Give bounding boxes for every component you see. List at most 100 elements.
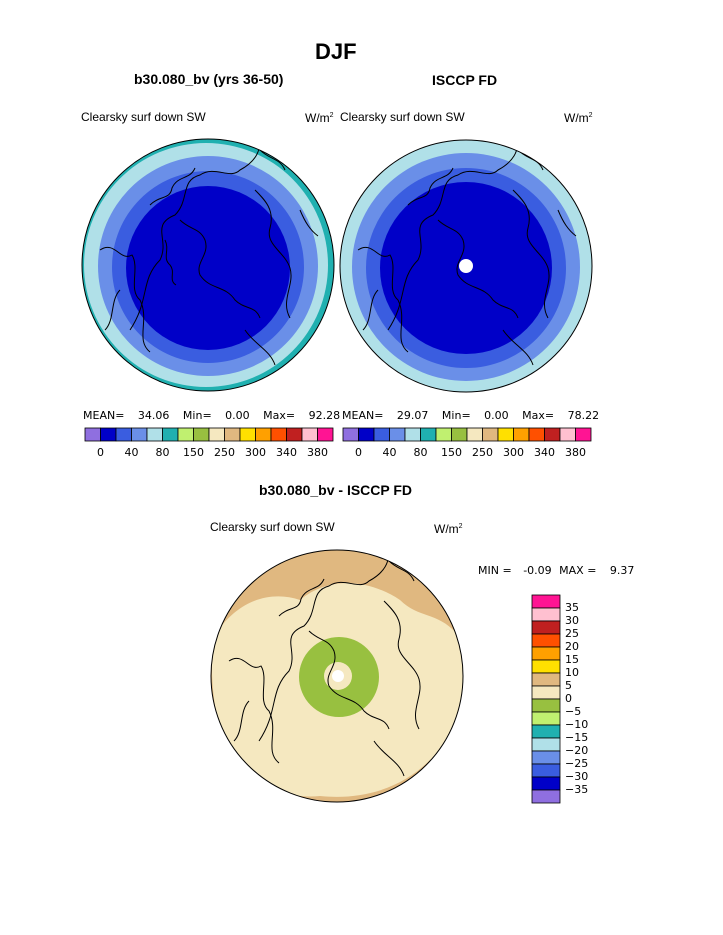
colorbar-tick-label: 250 [214,446,235,459]
colorbar-swatch [270,427,287,442]
colorbar-tick-label: 80 [155,446,170,459]
coastlines-model [99,139,319,366]
colorbar-swatch [531,659,561,674]
colorbar-obs [342,427,592,442]
panel-2-units-base: W/m [564,111,589,125]
difference-units: W/m2 [434,522,463,536]
colorbar-difference-label: −10 [565,718,589,731]
colorbar-difference-label: −25 [565,757,589,770]
coastlines-difference [228,550,421,777]
colorbar-tick-label: 250 [472,446,493,459]
panel-1-mean-label: MEAN= [83,409,125,422]
colorbar-tick-label: 150 [183,446,204,459]
colorbar-swatch [404,427,421,442]
colorbar-swatch [466,427,483,442]
colorbar-difference-label: −5 [565,705,582,718]
panel-1-heading: b30.080_bv (yrs 36-50) [134,71,284,87]
colorbar-difference-label: −20 [565,744,589,757]
colorbar-swatch [286,427,303,442]
colorbar-swatch [131,427,148,442]
panel-1-mean-value: 34.06 [137,409,170,422]
colorbar-swatch [84,427,101,442]
colorbar-difference-label: 10 [565,666,579,679]
colorbar-difference [531,594,561,804]
colorbar-difference-label: 15 [565,653,579,666]
colorbar-tick-label: 0 [97,446,104,459]
panel-1-min-value: 0.00 [225,409,250,422]
difference-heading: b30.080_bv - ISCCP FD [259,482,413,498]
colorbar-swatch [208,427,225,442]
colorbar-swatch [358,427,375,442]
colorbar-swatch [559,427,576,442]
colorbar-model [84,427,334,442]
polar-map-obs [339,139,593,393]
colorbar-swatch [531,698,561,713]
colorbar-swatch [531,724,561,739]
colorbar-swatch [531,685,561,700]
panel-2-units-exp: 2 [588,112,593,119]
colorbar-swatch [482,427,499,442]
colorbar-swatch [317,427,334,442]
difference-variable-label: Clearsky surf down SW [210,520,335,534]
missing-data-pole-diff [332,670,344,682]
colorbar-swatch [531,763,561,778]
panel-2-heading: ISCCP FD [432,72,498,88]
missing-data-pole [459,259,473,273]
colorbar-swatch [451,427,468,442]
colorbar-tick-label: 380 [565,446,586,459]
colorbar-tick-label: 40 [382,446,397,459]
panel-1-max-label: Max= [263,409,296,422]
colorbar-swatch [544,427,561,442]
panel-1-units-base: W/m [305,111,330,125]
colorbar-tick-label: 80 [413,446,428,459]
panel-2-mean-value: 29.07 [396,409,429,422]
colorbar-tick-label: 0 [355,446,362,459]
colorbar-tick-label: 340 [534,446,555,459]
colorbar-swatch [531,711,561,726]
panel-1-units: W/m2 [305,111,334,125]
panel-1-max-value: 92.28 [308,409,341,422]
colorbar-tick-label: 40 [124,446,139,459]
colorbar-swatch [255,427,272,442]
panel-2-mean-label: MEAN= [342,409,384,422]
panel-2-min-value: 0.00 [484,409,509,422]
panel-1-variable-label: Clearsky surf down SW [81,110,206,124]
colorbar-swatch [224,427,241,442]
panel-1-min-label: Min= [182,409,212,422]
panel-1-units-exp: 2 [329,112,334,119]
colorbar-swatch [528,427,545,442]
polar-map-model [81,138,335,392]
panel-2-units: W/m2 [564,111,593,125]
colorbar-swatch [239,427,256,442]
colorbar-difference-label: 0 [565,692,572,705]
difference-units-base: W/m [434,522,459,536]
colorbar-swatch [513,427,530,442]
colorbar-swatch [531,620,561,635]
colorbar-swatch [420,427,437,442]
panel-2-stats: MEAN= 29.07 Min= 0.00 Max= 78.22 [342,409,599,422]
colorbar-tick-label: 150 [441,446,462,459]
colorbar-swatch [531,737,561,752]
colorbar-swatch [575,427,592,442]
colorbar-swatch [115,427,132,442]
colorbar-swatch [435,427,452,442]
colorbar-swatch [531,646,561,661]
difference-minmax: MIN = -0.09 MAX = 9.37 [478,564,634,577]
colorbar-swatch [531,633,561,648]
colorbar-tick-label: 380 [307,446,328,459]
coastlines-obs [357,140,577,366]
difference-min-value: -0.09 [523,564,552,577]
colorbar-swatch [531,607,561,622]
colorbar-swatch [162,427,179,442]
colorbar-tick-label: 300 [503,446,524,459]
colorbar-swatch [531,750,561,765]
colorbar-swatch [531,776,561,791]
colorbar-swatch [100,427,117,442]
panel-1-stats: MEAN= 34.06 Min= 0.00 Max= 92.28 [83,409,340,422]
polar-map-difference [210,549,464,803]
colorbar-swatch [497,427,514,442]
colorbar-difference-label: −30 [565,770,589,783]
page-title: DJF [315,39,357,64]
colorbar-tick-label: 300 [245,446,266,459]
